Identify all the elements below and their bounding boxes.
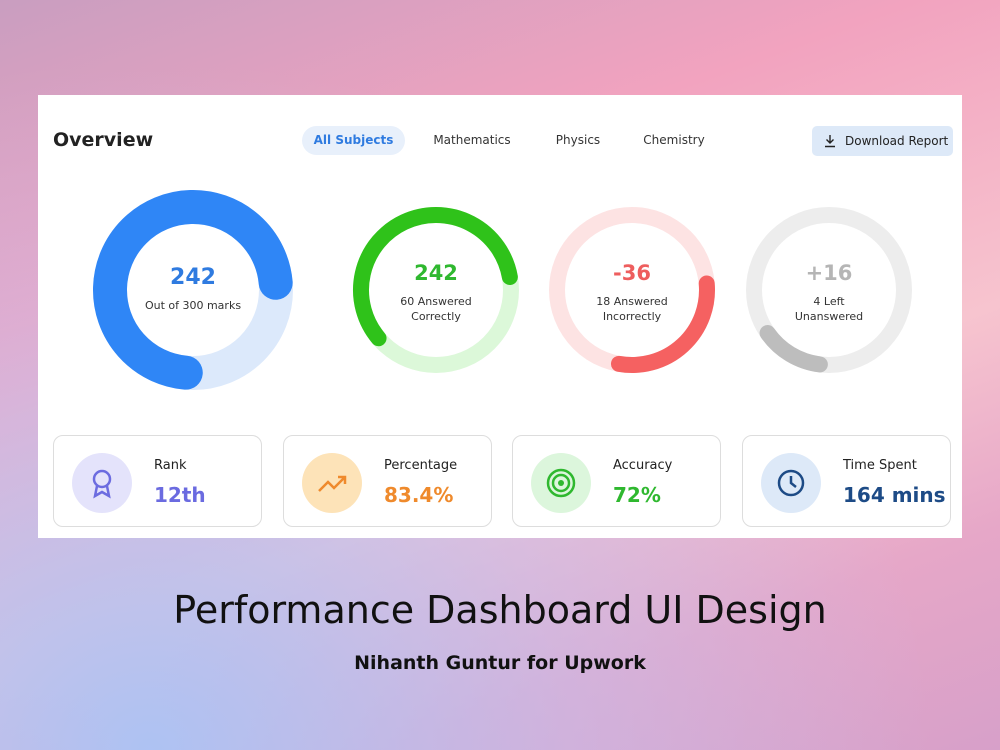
ring-value: 242: [414, 261, 458, 285]
accuracy-icon: [531, 453, 591, 513]
stat-label: Time Spent: [843, 458, 917, 473]
download-button[interactable]: Download Report: [812, 126, 953, 156]
ring-label: Correctly: [411, 310, 461, 323]
download-icon: [825, 135, 835, 148]
rings: 242 Out of 300 marks 242 60 Answered Correct…: [93, 190, 912, 390]
dashboard-card: Overview All Subjects Mathematics Physic…: [38, 95, 962, 538]
ring-value: +16: [806, 261, 853, 285]
time-icon: [761, 453, 821, 513]
ring-label: Out of 300 marks: [145, 299, 241, 312]
ring-label: 60 Answered: [400, 295, 472, 308]
button-label: Download Report: [845, 134, 949, 148]
ring-arc: [610, 275, 715, 373]
stat-label: Accuracy: [613, 458, 673, 473]
stat-label: Percentage: [384, 458, 458, 473]
ring-label: Unanswered: [795, 310, 863, 323]
percentage-icon: [302, 453, 362, 513]
caption-subtitle: Nihanth Guntur for Upwork: [354, 652, 646, 674]
ring-arc: [759, 325, 828, 373]
tab[interactable]: All Subjects: [302, 126, 405, 155]
stat-card: Time Spent 164 mins: [742, 435, 951, 527]
ring-track: [746, 207, 912, 373]
stat-value: 72%: [613, 483, 661, 507]
stat-card: Accuracy 72%: [512, 435, 721, 527]
ring-label: 4 Left: [813, 295, 845, 308]
stat-value: 164 mins: [843, 483, 946, 507]
ring-label: Incorrectly: [603, 310, 662, 323]
stat-card: Percentage 83.4%: [283, 435, 492, 527]
ring-value: -36: [613, 261, 651, 285]
stat-value: 12th: [154, 483, 206, 507]
ring-label: 18 Answered: [596, 295, 668, 308]
title: Overview: [53, 129, 154, 151]
tab[interactable]: Physics: [555, 133, 601, 147]
caption-title: Performance Dashboard UI Design: [173, 588, 827, 632]
tab[interactable]: Mathematics: [433, 133, 511, 147]
stat-label: Rank: [154, 458, 187, 473]
stat-card: Rank 12th: [53, 435, 262, 527]
stat-value: 83.4%: [384, 483, 454, 507]
ring-arc: [353, 207, 518, 347]
rank-icon: [72, 453, 132, 513]
ring-arc: [93, 190, 293, 390]
tab[interactable]: Chemistry: [643, 133, 705, 147]
ring-value: 242: [170, 265, 216, 290]
